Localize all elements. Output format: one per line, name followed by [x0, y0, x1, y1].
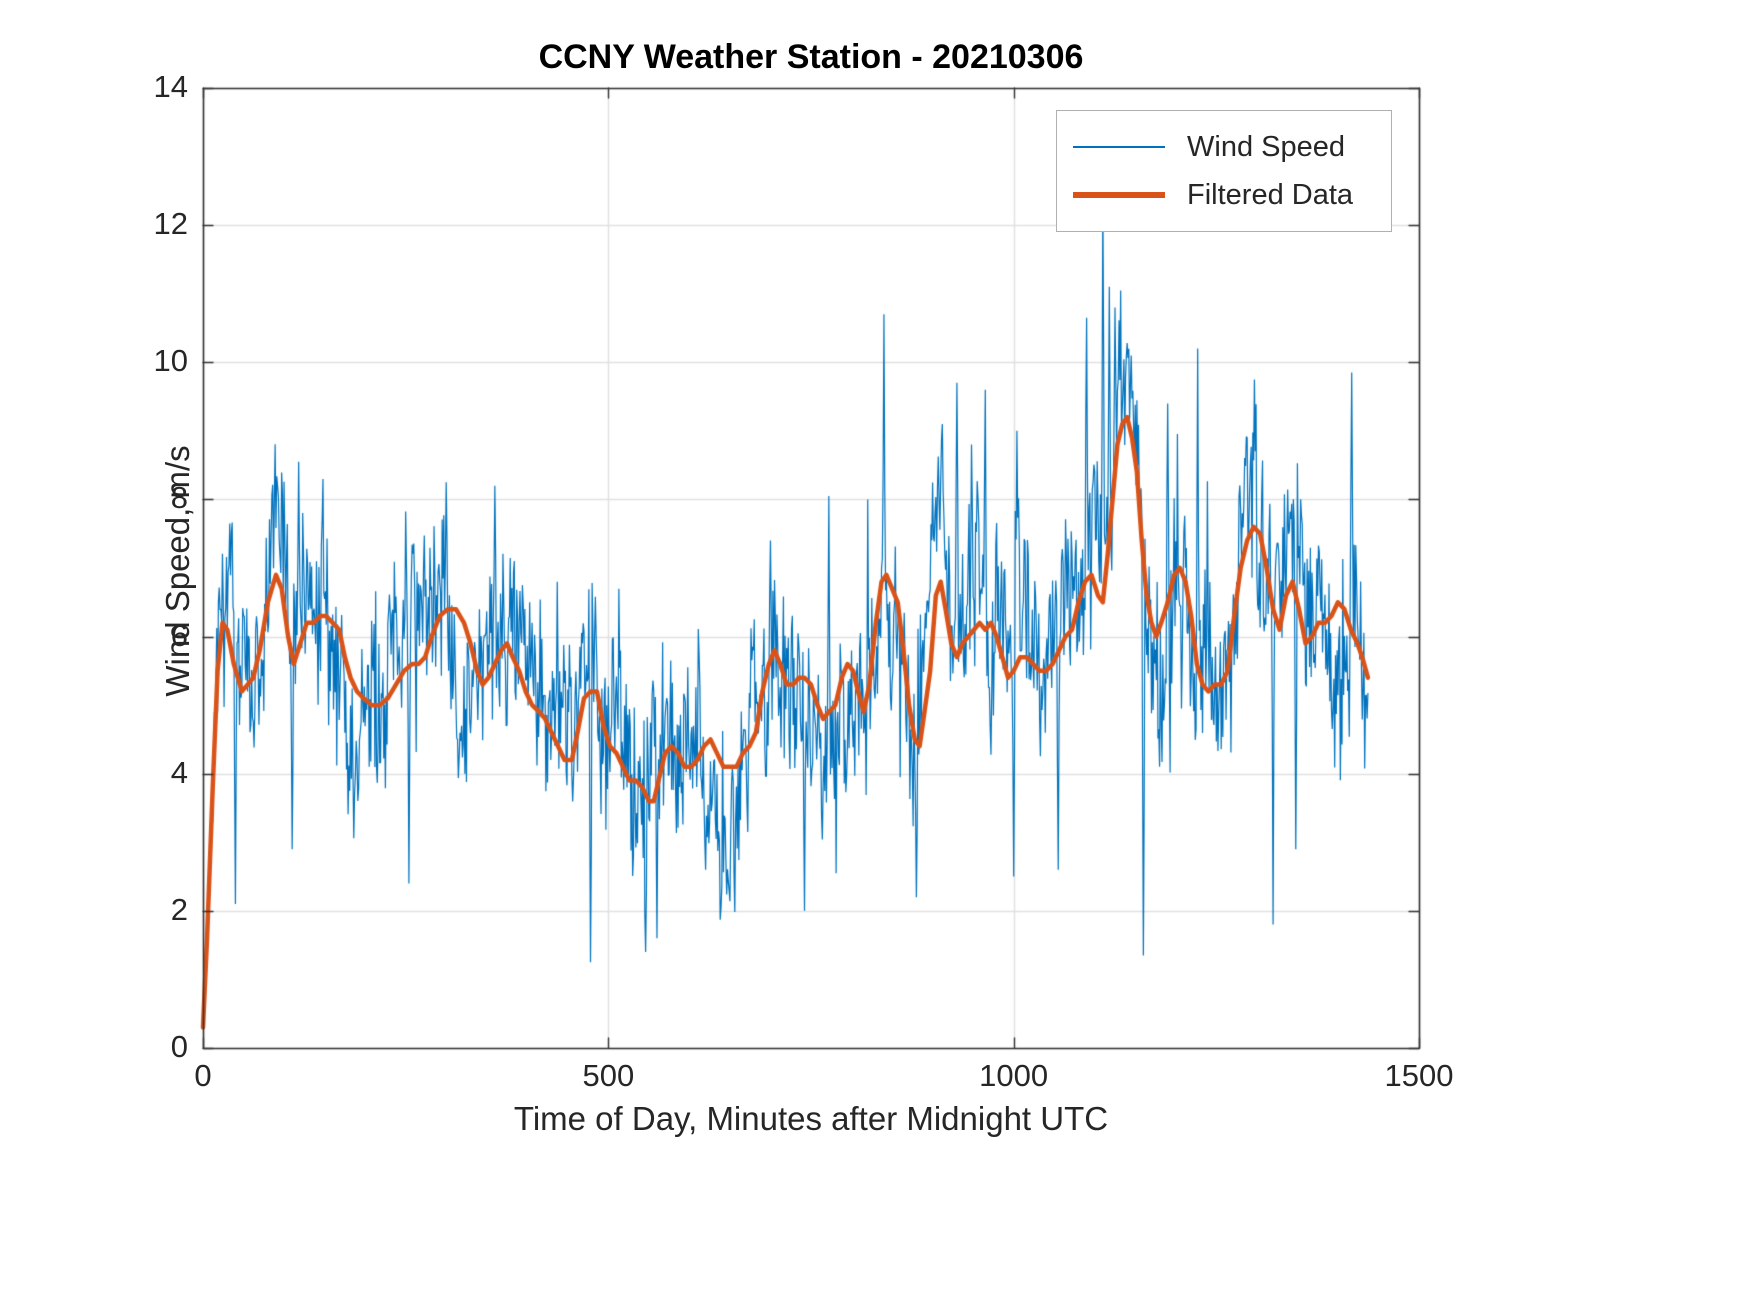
legend-entry: Wind Speed [1073, 123, 1375, 171]
legend-label: Wind Speed [1187, 130, 1345, 163]
y-tick-label: 6 [170, 617, 188, 653]
y-tick-label: 8 [170, 480, 188, 516]
legend-line-swatch [1073, 192, 1165, 198]
x-tick-label: 1000 [979, 1058, 1049, 1093]
y-tick-label: 10 [153, 343, 188, 379]
y-tick-label: 0 [170, 1029, 188, 1064]
x-axis-label: Time of Day, Minutes after Midnight UTC [513, 1100, 1109, 1137]
y-tick-label: 14 [153, 69, 188, 104]
y-tick-label: 12 [153, 206, 188, 242]
y-tick-label: 4 [170, 754, 188, 790]
x-tick-label: 0 [194, 1058, 212, 1093]
x-tick-label: 500 [582, 1058, 635, 1093]
legend-entry: Filtered Data [1073, 171, 1375, 219]
y-tick-label: 2 [170, 891, 188, 927]
legend-line-swatch [1073, 146, 1165, 148]
legend-label: Filtered Data [1187, 178, 1354, 211]
chart-title: CCNY Weather Station - 20210306 [538, 38, 1084, 76]
x-tick-label: 1500 [1384, 1058, 1454, 1093]
legend: Wind Speed Filtered Data [1056, 110, 1392, 232]
y-axis-label: Wind Speed, m/s [159, 445, 196, 697]
